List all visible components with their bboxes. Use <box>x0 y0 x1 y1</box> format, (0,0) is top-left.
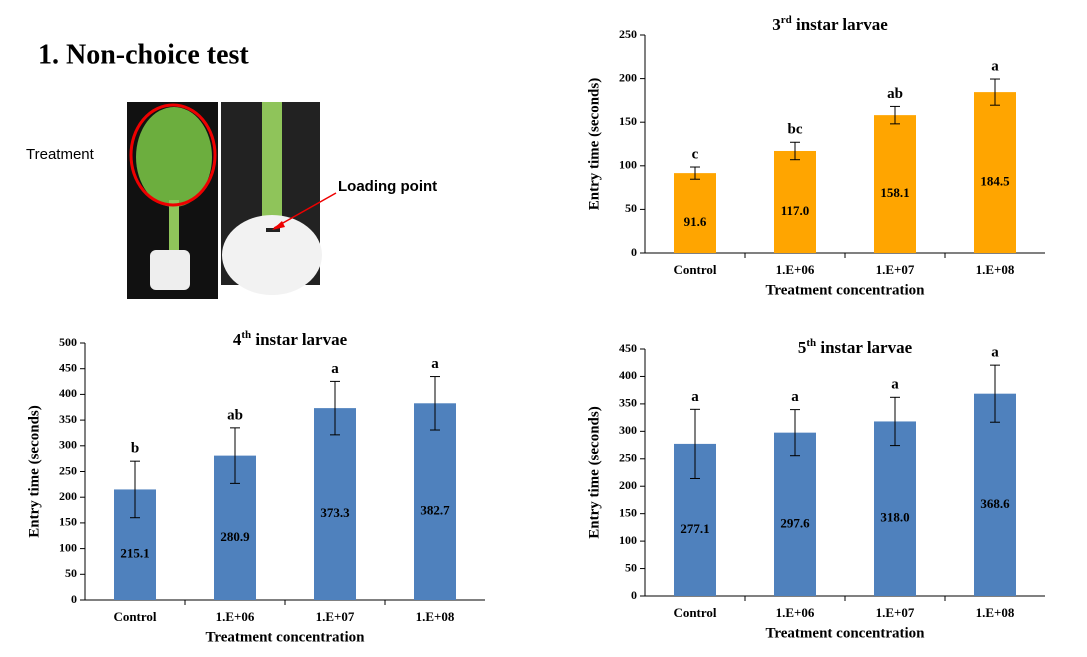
y-tick-label: 500 <box>59 335 77 349</box>
x-tick-label: 1.E+07 <box>316 609 355 624</box>
x-axis-title: Treatment concentration <box>206 629 366 645</box>
y-tick-label: 200 <box>619 70 637 84</box>
value-label: 117.0 <box>781 203 810 218</box>
y-tick-label: 100 <box>619 158 637 172</box>
value-label: 373.3 <box>320 505 350 520</box>
callout: Loading point <box>338 178 437 195</box>
y-tick-label: 400 <box>619 368 637 382</box>
y-tick-label: 450 <box>59 360 77 374</box>
photo-label: Treatment <box>26 146 95 163</box>
x-tick-label: Control <box>673 262 716 277</box>
y-axis-title: Entry time (seconds) <box>586 78 602 210</box>
y-tick-label: 300 <box>619 423 637 437</box>
y-tick-label: 300 <box>59 438 77 452</box>
bar <box>974 92 1016 253</box>
y-tick-label: 50 <box>65 566 77 580</box>
y-tick-label: 100 <box>619 533 637 547</box>
y-tick-label: 350 <box>619 396 637 410</box>
chart-title: 4th instar larvae <box>233 329 348 349</box>
significance-label: b <box>131 441 139 457</box>
y-tick-label: 150 <box>619 505 637 519</box>
x-tick-label: Control <box>113 609 156 624</box>
value-label: 215.1 <box>120 546 149 561</box>
significance-label: a <box>331 361 339 377</box>
significance-label: a <box>431 356 439 372</box>
y-tick-label: 250 <box>59 463 77 477</box>
bar <box>874 421 916 596</box>
x-axis-title: Treatment concentration <box>766 282 926 298</box>
photo-leaf <box>127 102 218 299</box>
significance-label: a <box>991 58 999 74</box>
x-axis-title: Treatment concentration <box>766 625 926 641</box>
y-tick-label: 50 <box>625 560 637 574</box>
y-tick-label: 150 <box>619 114 637 128</box>
value-label: 318.0 <box>880 510 909 525</box>
chart-title: 5th instar larvae <box>798 337 913 357</box>
x-tick-label: 1.E+06 <box>776 262 815 277</box>
y-tick-label: 200 <box>619 478 637 492</box>
significance-label: ab <box>887 86 903 102</box>
bar <box>414 403 456 600</box>
callout-arrowhead <box>272 221 285 230</box>
significance-label: a <box>991 345 999 361</box>
x-tick-label: 1.E+06 <box>776 605 815 620</box>
bar <box>774 432 816 596</box>
y-tick-label: 0 <box>631 588 637 602</box>
bar <box>874 115 916 253</box>
value-label: 368.6 <box>980 496 1010 511</box>
photo-stem <box>221 102 322 295</box>
y-tick-label: 0 <box>631 245 637 259</box>
bar <box>314 408 356 600</box>
x-tick-label: Control <box>673 605 716 620</box>
x-tick-label: 1.E+07 <box>876 262 915 277</box>
chart-title: 3rd instar larvae <box>772 14 888 34</box>
significance-label: a <box>891 377 899 393</box>
value-label: 280.9 <box>220 529 250 544</box>
x-tick-label: 1.E+06 <box>216 609 255 624</box>
heading: 1. Non-choice test <box>38 39 249 70</box>
y-tick-label: 350 <box>59 412 77 426</box>
y-tick-label: 50 <box>625 201 637 215</box>
value-label: 382.7 <box>420 503 450 518</box>
y-axis-title: Entry time (seconds) <box>26 405 42 537</box>
y-tick-label: 450 <box>619 341 637 355</box>
x-tick-label: 1.E+08 <box>416 609 455 624</box>
bar <box>774 150 816 253</box>
y-tick-label: 100 <box>59 540 77 554</box>
y-tick-label: 250 <box>619 451 637 465</box>
value-label: 91.6 <box>684 214 707 229</box>
bar <box>974 393 1016 596</box>
y-tick-label: 200 <box>59 489 77 503</box>
significance-label: a <box>691 389 699 405</box>
y-axis-title: Entry time (seconds) <box>586 406 602 538</box>
y-tick-label: 250 <box>619 27 637 41</box>
x-tick-label: 1.E+08 <box>976 605 1015 620</box>
significance-label: bc <box>788 122 803 138</box>
value-label: 277.1 <box>680 521 709 536</box>
value-label: 297.6 <box>780 515 810 530</box>
significance-label: a <box>791 389 799 405</box>
x-tick-label: 1.E+07 <box>876 605 915 620</box>
value-label: 184.5 <box>980 174 1010 189</box>
significance-label: c <box>692 146 699 162</box>
value-label: 158.1 <box>880 185 909 200</box>
callout-arrow <box>273 192 337 229</box>
x-tick-label: 1.E+08 <box>976 262 1015 277</box>
significance-label: ab <box>227 407 243 423</box>
bar <box>674 173 716 253</box>
y-tick-label: 0 <box>71 592 77 606</box>
y-tick-label: 400 <box>59 386 77 400</box>
y-tick-label: 150 <box>59 515 77 529</box>
